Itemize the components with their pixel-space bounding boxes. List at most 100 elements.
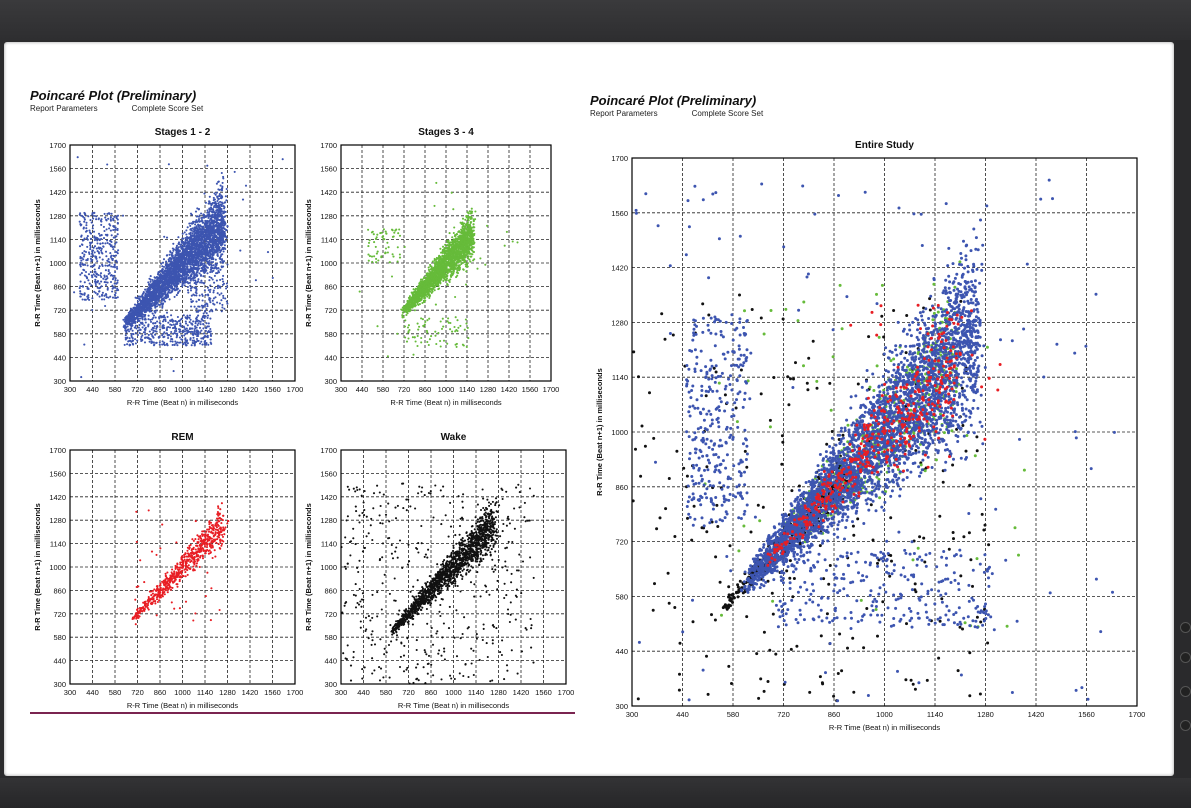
- data-point: [137, 310, 141, 313]
- data-point: [189, 284, 192, 287]
- data-point: [216, 199, 219, 203]
- data-point: [130, 314, 133, 317]
- data-point: [412, 288, 415, 291]
- data-point: [222, 282, 226, 285]
- data-point: [173, 275, 176, 278]
- data-point: [178, 273, 181, 276]
- data-point: [138, 331, 141, 335]
- data-point: [209, 327, 212, 331]
- data-point: [199, 274, 203, 277]
- data-point: [208, 223, 211, 226]
- left-report-param-label: Report Parameters: [30, 104, 98, 113]
- data-point: [168, 274, 171, 277]
- data-point: [212, 219, 215, 222]
- data-point: [171, 254, 174, 257]
- data-point: [109, 280, 113, 284]
- data-point: [192, 230, 195, 233]
- data-point: [208, 310, 211, 313]
- data-point: [218, 242, 221, 245]
- data-point: [183, 330, 186, 333]
- data-point: [220, 171, 223, 175]
- data-point: [158, 277, 162, 280]
- monitor-bezel-top: [0, 0, 1191, 40]
- data-point: [175, 285, 178, 288]
- data-point: [79, 280, 82, 283]
- data-point: [217, 246, 220, 249]
- data-point: [89, 244, 92, 247]
- data-point: [207, 322, 210, 325]
- data-point: [216, 205, 219, 208]
- data-point: [222, 294, 225, 297]
- data-point: [137, 329, 140, 332]
- data-point: [80, 234, 83, 237]
- data-point: [150, 303, 153, 307]
- data-point: [176, 271, 179, 274]
- data-point: [78, 245, 82, 248]
- data-point: [193, 264, 196, 267]
- data-point: [205, 342, 208, 345]
- data-point: [161, 334, 164, 337]
- data-point: [206, 286, 209, 289]
- data-point: [221, 303, 224, 306]
- data-point: [190, 301, 193, 304]
- data-point: [184, 339, 188, 342]
- data-point: [174, 326, 177, 329]
- data-point: [203, 271, 206, 275]
- data-point: [166, 294, 169, 297]
- data-point: [107, 258, 110, 261]
- data-point: [203, 343, 206, 346]
- data-point: [204, 257, 207, 261]
- data-point: [156, 320, 159, 323]
- data-point: [195, 294, 198, 297]
- data-point: [197, 230, 200, 233]
- data-point: [180, 243, 183, 246]
- data-point: [219, 184, 222, 187]
- data-point: [167, 163, 170, 166]
- data-point: [149, 297, 152, 300]
- data-point: [197, 224, 200, 228]
- data-point: [129, 328, 132, 331]
- data-point: [144, 321, 147, 324]
- data-point: [100, 223, 103, 226]
- data-point: [114, 279, 117, 282]
- data-point: [168, 260, 171, 263]
- data-point: [200, 340, 203, 343]
- data-point: [104, 216, 107, 219]
- data-point: [170, 319, 173, 322]
- data-point: [221, 259, 224, 263]
- data-point: [213, 286, 216, 289]
- x-tick-label: 1000: [174, 385, 191, 394]
- data-point: [204, 201, 207, 204]
- data-point: [152, 336, 155, 339]
- data-point: [173, 329, 176, 333]
- data-point: [189, 287, 192, 290]
- data-point: [193, 343, 196, 346]
- data-point: [183, 265, 186, 269]
- data-point: [193, 234, 196, 237]
- data-point: [195, 215, 198, 218]
- data-point: [188, 328, 191, 331]
- data-point: [88, 282, 91, 285]
- data-point: [200, 329, 203, 332]
- data-point: [132, 316, 135, 319]
- data-point: [213, 251, 216, 254]
- data-point: [223, 244, 226, 247]
- data-point: [153, 303, 157, 306]
- x-axis-label: R-R Time (Beat n) in milliseconds: [127, 398, 239, 407]
- data-point: [223, 206, 226, 209]
- data-point: [189, 338, 192, 341]
- data-point: [186, 342, 189, 345]
- data-point: [190, 305, 193, 308]
- data-point: [219, 278, 222, 281]
- data-point: [168, 288, 171, 291]
- data-point: [203, 289, 206, 292]
- data-point: [206, 221, 209, 224]
- data-point: [213, 211, 216, 214]
- data-point: [214, 265, 217, 268]
- data-point: [100, 298, 104, 301]
- data-point: [134, 331, 137, 335]
- data-point: [198, 241, 201, 244]
- data-point: [98, 290, 101, 293]
- data-point: [105, 219, 108, 222]
- data-point: [165, 332, 168, 335]
